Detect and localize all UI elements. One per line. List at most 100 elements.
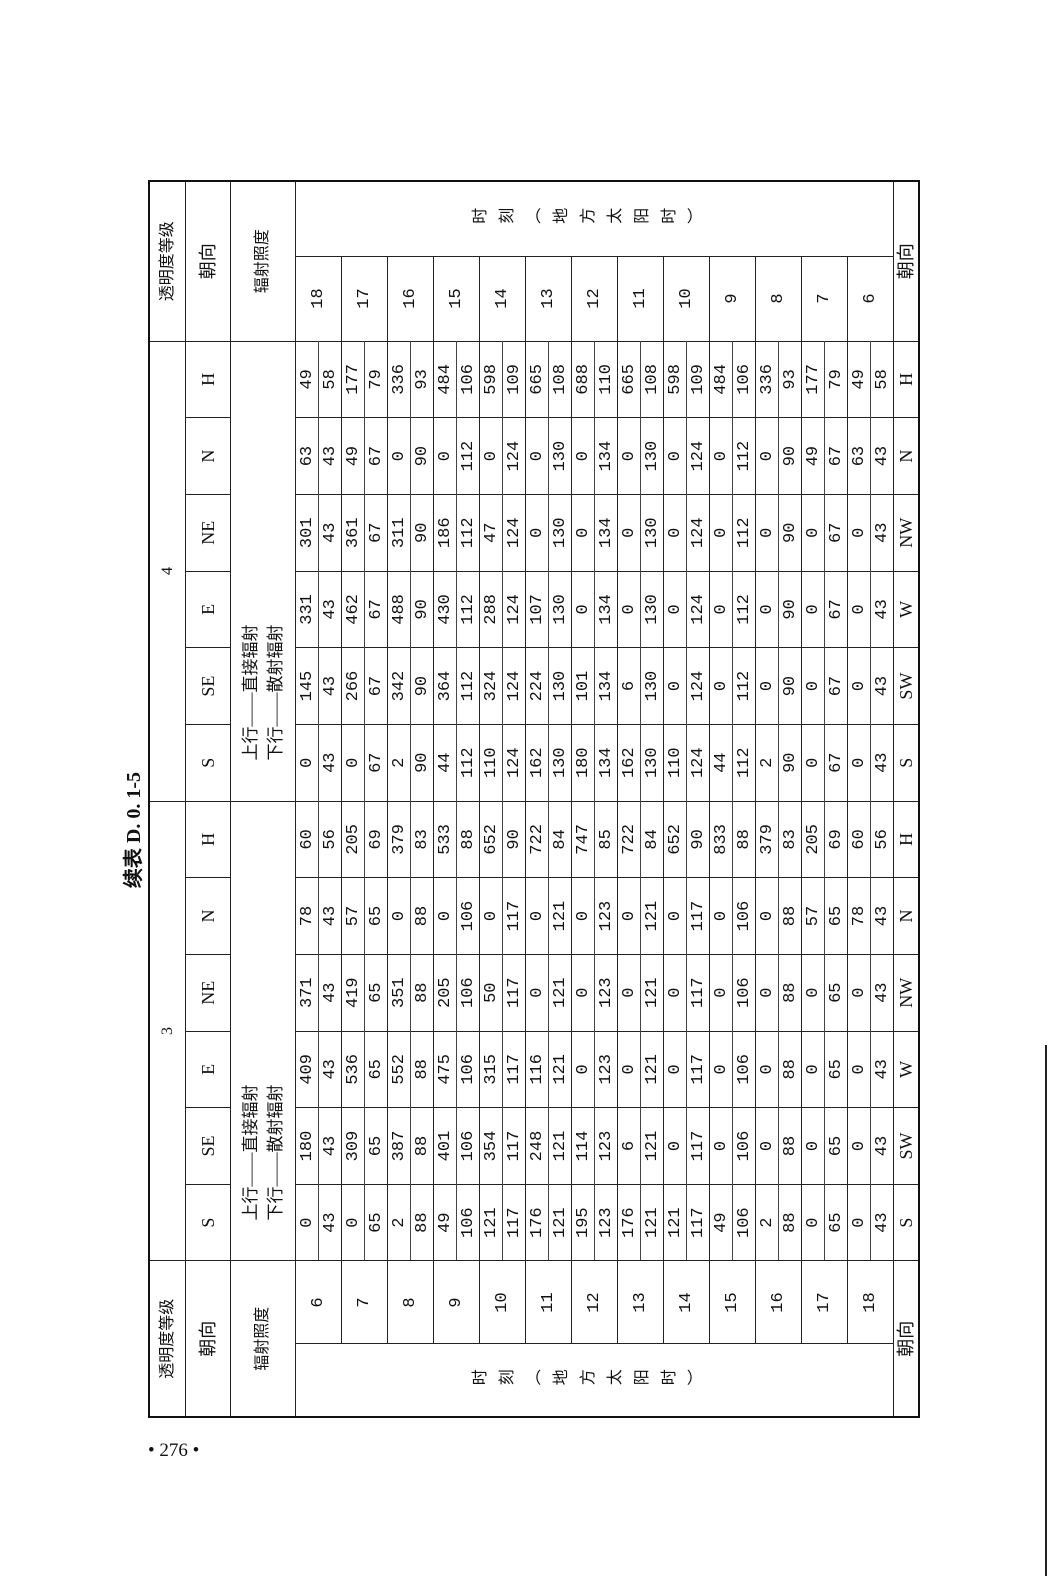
diffuse-value: 90 bbox=[778, 647, 802, 725]
direction-header: S bbox=[185, 724, 231, 802]
diffuse-value: 130 bbox=[548, 417, 572, 495]
diffuse-value: 106 bbox=[456, 1031, 480, 1108]
diffuse-value: 121 bbox=[548, 1107, 572, 1185]
hour-row-diffuse: 121 121 121 121 121 84 130 130 130 130 130 108 bbox=[548, 181, 572, 1417]
hour-cell: 15 bbox=[433, 256, 480, 342]
direct-value: 176 bbox=[617, 1184, 641, 1261]
diffuse-value: 65 bbox=[364, 877, 388, 955]
diffuse-value: 90 bbox=[778, 494, 802, 572]
direct-value: 0 bbox=[571, 417, 595, 495]
direct-value: 116 bbox=[525, 1031, 549, 1108]
diffuse-value: 90 bbox=[778, 417, 802, 495]
direct-value: 63 bbox=[295, 417, 319, 495]
diffuse-value: 121 bbox=[548, 1184, 572, 1261]
direct-value: 205 bbox=[341, 801, 365, 878]
orientation-label: 朝向 bbox=[893, 1260, 919, 1417]
direct-value: 665 bbox=[525, 341, 549, 418]
hour-cell: 10 bbox=[479, 1260, 526, 1344]
hour-cell: 17 bbox=[801, 1260, 848, 1344]
direct-value: 342 bbox=[387, 647, 411, 725]
hour-cell: 18 bbox=[847, 1260, 894, 1344]
diffuse-value: 124 bbox=[502, 647, 526, 725]
diffuse-value: 130 bbox=[548, 724, 572, 802]
direct-value: 0 bbox=[663, 647, 687, 725]
diffuse-value: 65 bbox=[824, 1107, 848, 1185]
diffuse-value: 56 bbox=[870, 801, 894, 878]
hour-row-diffuse: 43 43 43 43 43 56 43 43 43 43 43 58 bbox=[318, 181, 342, 1417]
direct-value: 0 bbox=[387, 877, 411, 955]
diffuse-value: 123 bbox=[594, 954, 618, 1032]
direct-value: 2 bbox=[755, 1184, 779, 1261]
diffuse-value: 106 bbox=[732, 341, 756, 418]
direct-value: 176 bbox=[525, 1184, 549, 1261]
direction-header: S bbox=[185, 1184, 231, 1261]
direct-value: 0 bbox=[617, 1031, 641, 1108]
direct-value: 110 bbox=[663, 724, 687, 802]
diffuse-value: 43 bbox=[318, 954, 342, 1032]
direct-value: 60 bbox=[295, 801, 319, 878]
diffuse-value: 43 bbox=[870, 494, 894, 572]
diffuse-value: 67 bbox=[824, 417, 848, 495]
diffuse-value: 58 bbox=[318, 341, 342, 418]
direct-value: 0 bbox=[709, 571, 733, 648]
direct-value: 315 bbox=[479, 1031, 503, 1108]
diffuse-value: 130 bbox=[640, 647, 664, 725]
diffuse-value: 117 bbox=[686, 1031, 710, 1108]
header-row-transparency: 透明度等级 3 4 透明度等级 bbox=[149, 181, 186, 1417]
diffuse-value: 84 bbox=[640, 801, 664, 878]
direct-value: 0 bbox=[663, 877, 687, 955]
diffuse-value: 88 bbox=[778, 1031, 802, 1108]
direct-value: 361 bbox=[341, 494, 365, 572]
direct-value: 121 bbox=[663, 1184, 687, 1261]
hour-row-diffuse: 117 117 117 117 117 90 124 124 124 124 124 109 bbox=[686, 181, 710, 1417]
diffuse-value: 110 bbox=[594, 341, 618, 418]
diffuse-value: 43 bbox=[870, 1107, 894, 1185]
direct-value: 0 bbox=[663, 1107, 687, 1185]
diffuse-value: 123 bbox=[594, 877, 618, 955]
direct-value: 101 bbox=[571, 647, 595, 725]
diffuse-value: 123 bbox=[594, 1184, 618, 1261]
hour-row-diffuse: 88 88 88 88 88 83 90 90 90 90 90 93 bbox=[778, 181, 802, 1417]
hour-cell: 16 bbox=[755, 1260, 802, 1344]
legend-direct: 上行——直接辐射 bbox=[241, 1084, 260, 1221]
direct-value: 78 bbox=[295, 877, 319, 955]
diffuse-value: 67 bbox=[824, 494, 848, 572]
legend-cell: 上行——直接辐射 下行——散射辐射 bbox=[230, 341, 296, 802]
direct-value: 49 bbox=[295, 341, 319, 418]
hour-row-direct: 14 121 0 0 0 0 652 110 0 0 0 0 598 10 bbox=[663, 181, 710, 1417]
direct-value: 0 bbox=[709, 1107, 733, 1185]
hour-row-direct: 7 0 309 536 419 57 205 0 266 462 361 49 177 17 bbox=[341, 181, 388, 1417]
diffuse-value: 43 bbox=[870, 647, 894, 725]
direct-value: 311 bbox=[387, 494, 411, 572]
diffuse-value: 84 bbox=[548, 801, 572, 878]
radiation-table: 透明度等级 3 4 透明度等级 朝向 S SE E NE N H S SE E NE N H 朝向 辐射照度 上行——… bbox=[148, 180, 920, 1418]
direct-value: 0 bbox=[341, 724, 365, 802]
direction-footer: SW bbox=[893, 1107, 919, 1185]
rotated-table-container: 透明度等级 3 4 透明度等级 朝向 S SE E NE N H S SE E NE N H 朝向 辐射照度 上行——… bbox=[148, 180, 920, 1418]
direct-value: 2 bbox=[387, 1184, 411, 1261]
hour-cell: 9 bbox=[709, 256, 756, 342]
direct-value: 248 bbox=[525, 1107, 549, 1185]
diffuse-value: 88 bbox=[456, 801, 480, 878]
direct-value: 2 bbox=[387, 724, 411, 802]
direction-header: E bbox=[185, 1031, 231, 1108]
direct-value: 0 bbox=[479, 417, 503, 495]
direct-value: 49 bbox=[801, 417, 825, 495]
diffuse-value: 134 bbox=[594, 647, 618, 725]
direct-value: 186 bbox=[433, 494, 457, 572]
direct-value: 0 bbox=[525, 417, 549, 495]
direct-value: 0 bbox=[479, 877, 503, 955]
direction-footer: N bbox=[893, 417, 919, 495]
diffuse-value: 134 bbox=[594, 571, 618, 648]
diffuse-value: 85 bbox=[594, 801, 618, 878]
direct-value: 0 bbox=[387, 417, 411, 495]
diffuse-value: 121 bbox=[548, 1031, 572, 1108]
direct-value: 57 bbox=[341, 877, 365, 955]
diffuse-value: 88 bbox=[778, 954, 802, 1032]
diffuse-value: 90 bbox=[778, 571, 802, 648]
diffuse-value: 43 bbox=[870, 571, 894, 648]
diffuse-value: 106 bbox=[732, 1031, 756, 1108]
direct-value: 0 bbox=[295, 1184, 319, 1261]
diffuse-value: 58 bbox=[870, 341, 894, 418]
level-4-header: 4 bbox=[149, 341, 186, 802]
